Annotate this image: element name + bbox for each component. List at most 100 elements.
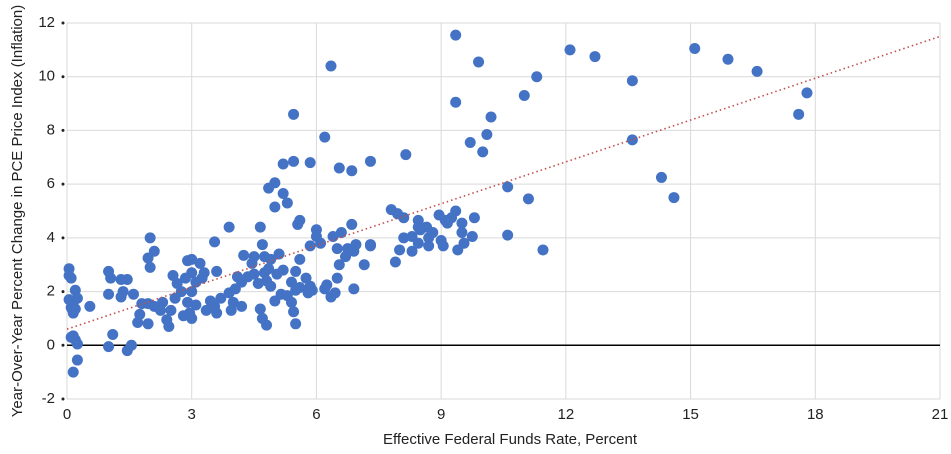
point bbox=[400, 149, 412, 161]
y-tick bbox=[61, 290, 65, 294]
point bbox=[537, 244, 549, 256]
point bbox=[398, 212, 410, 224]
x-tick-label: 9 bbox=[437, 406, 445, 423]
point bbox=[281, 197, 293, 209]
y-tick bbox=[61, 21, 65, 25]
y-axis-label: Year-Over-Year Percent Change in PCE Pri… bbox=[9, 5, 26, 417]
point bbox=[209, 236, 221, 248]
point bbox=[441, 217, 453, 229]
point bbox=[254, 221, 266, 233]
point bbox=[177, 310, 189, 322]
point bbox=[450, 29, 462, 41]
point bbox=[157, 296, 169, 308]
point bbox=[256, 239, 268, 251]
point bbox=[288, 108, 300, 120]
point bbox=[327, 231, 339, 243]
point bbox=[427, 226, 439, 238]
point bbox=[589, 51, 601, 63]
point bbox=[793, 108, 805, 120]
point bbox=[288, 306, 300, 318]
point bbox=[194, 257, 206, 269]
point bbox=[452, 244, 464, 256]
point bbox=[182, 296, 194, 308]
point bbox=[331, 272, 343, 284]
point bbox=[468, 212, 480, 224]
point bbox=[285, 296, 297, 308]
point bbox=[564, 44, 576, 56]
y-tick-label: 8 bbox=[47, 121, 55, 138]
point bbox=[502, 181, 514, 193]
point bbox=[275, 288, 287, 300]
point bbox=[107, 329, 119, 341]
point bbox=[531, 71, 543, 83]
point bbox=[437, 240, 449, 252]
point bbox=[186, 286, 198, 298]
point bbox=[389, 256, 401, 268]
x-tick-label: 3 bbox=[188, 406, 196, 423]
point bbox=[190, 299, 202, 311]
y-tick-label: 10 bbox=[38, 68, 55, 85]
point bbox=[236, 276, 248, 288]
point bbox=[69, 303, 81, 315]
point bbox=[294, 253, 306, 265]
y-tick bbox=[61, 343, 65, 347]
point bbox=[186, 253, 198, 265]
point bbox=[163, 320, 175, 332]
point bbox=[333, 162, 345, 174]
point bbox=[142, 252, 154, 264]
point bbox=[304, 157, 316, 169]
x-tick-label: 21 bbox=[932, 406, 949, 423]
point bbox=[689, 43, 701, 55]
point bbox=[238, 249, 250, 261]
point bbox=[236, 300, 248, 312]
point bbox=[456, 217, 468, 229]
y-tick-label: 6 bbox=[47, 175, 55, 192]
point bbox=[169, 292, 181, 304]
point bbox=[333, 259, 345, 271]
point bbox=[302, 287, 314, 299]
point bbox=[331, 243, 343, 255]
point bbox=[136, 298, 148, 310]
point bbox=[304, 240, 316, 252]
point bbox=[277, 188, 289, 200]
point bbox=[485, 111, 497, 123]
x-tick-label: 0 bbox=[63, 406, 71, 423]
point bbox=[254, 303, 266, 315]
point bbox=[406, 245, 418, 257]
point bbox=[321, 279, 333, 291]
point bbox=[626, 75, 638, 87]
y-tick bbox=[61, 397, 65, 401]
point bbox=[464, 137, 476, 149]
point bbox=[115, 291, 127, 303]
x-tick-label: 12 bbox=[558, 406, 575, 423]
point bbox=[128, 288, 140, 300]
point bbox=[252, 278, 264, 290]
point bbox=[481, 128, 493, 140]
point bbox=[319, 131, 331, 143]
y-tick bbox=[61, 236, 65, 240]
point bbox=[477, 146, 489, 158]
point bbox=[346, 165, 358, 177]
point bbox=[288, 155, 300, 167]
point bbox=[225, 304, 237, 316]
point bbox=[215, 292, 227, 304]
point bbox=[200, 304, 212, 316]
point bbox=[144, 261, 156, 273]
point bbox=[167, 269, 179, 281]
point bbox=[751, 65, 763, 77]
point bbox=[261, 319, 273, 331]
point bbox=[348, 283, 360, 295]
point bbox=[204, 295, 216, 307]
point bbox=[269, 201, 281, 213]
point bbox=[223, 287, 235, 299]
point bbox=[722, 53, 734, 65]
point bbox=[294, 214, 306, 226]
point bbox=[335, 226, 347, 238]
point bbox=[626, 134, 638, 146]
point bbox=[325, 291, 337, 303]
point bbox=[258, 267, 270, 279]
point bbox=[134, 308, 146, 320]
point bbox=[165, 304, 177, 316]
trendline bbox=[66, 35, 941, 330]
